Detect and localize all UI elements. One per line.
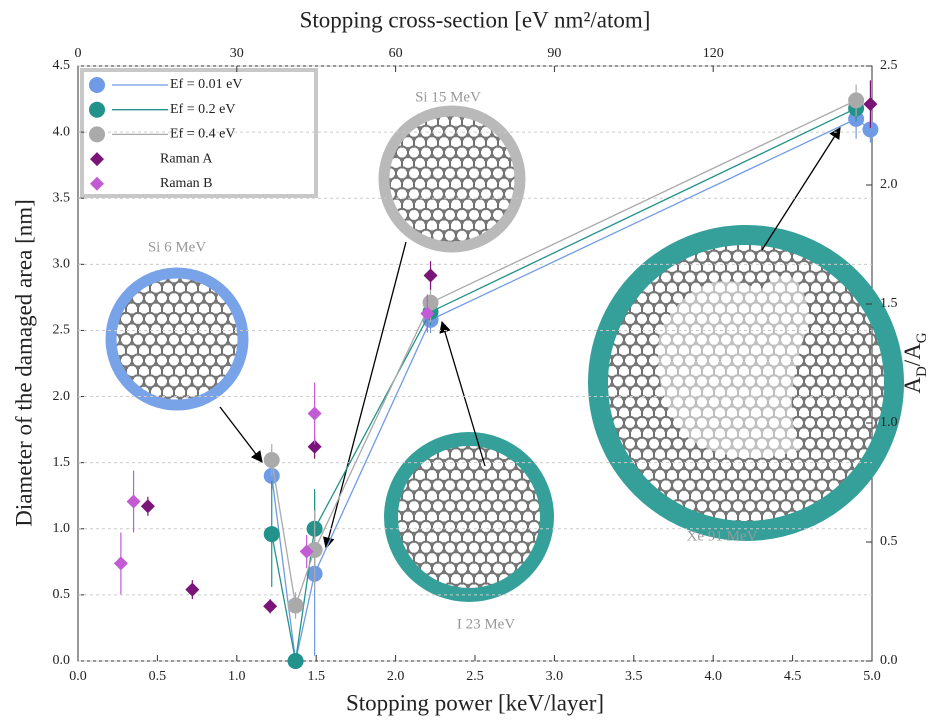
legend-marker xyxy=(90,176,104,191)
y2-axis-label-part: A xyxy=(900,377,925,394)
data-point xyxy=(113,556,128,571)
legend-marker xyxy=(89,77,105,93)
arrow xyxy=(219,406,263,463)
y-tick-label: 4.5 xyxy=(53,58,71,73)
y-tick-label: 0.5 xyxy=(53,587,71,602)
x-tick-label: 5.0 xyxy=(863,669,881,684)
x-tick-label: 2.5 xyxy=(466,669,484,684)
x-axis-label: Stopping power [keV/layer] xyxy=(346,690,604,715)
x-tick-label: 4.0 xyxy=(704,669,722,684)
y-axis-label: Diameter of the damaged area [nm] xyxy=(11,199,36,527)
y2-tick-label: 2.5 xyxy=(880,58,898,73)
legend-label: Ef = 0.2 eV xyxy=(170,102,235,117)
data-point xyxy=(420,306,435,321)
y-tick-label: 3.0 xyxy=(53,257,71,272)
x-tick-label: 1.5 xyxy=(307,669,325,684)
legend-label: Raman B xyxy=(160,176,213,191)
data-point xyxy=(423,268,438,283)
data-point xyxy=(299,544,314,559)
data-point xyxy=(848,92,865,109)
inset-image xyxy=(378,105,526,253)
y-tick-label: 2.5 xyxy=(53,323,71,338)
arrow xyxy=(761,127,841,251)
y2-tick-label: 0.5 xyxy=(880,534,898,549)
legend-marker xyxy=(89,126,105,143)
annotation: Si 15 MeV xyxy=(415,89,481,105)
y2-axis-label-part: /A xyxy=(900,343,925,366)
x-tick-label: 3.5 xyxy=(625,669,643,684)
data-point xyxy=(126,494,141,509)
data-point xyxy=(185,582,200,597)
data-point xyxy=(307,406,322,421)
legend-label: Ef = 0.01 eV xyxy=(170,77,242,92)
annotation: I 23 MeV xyxy=(457,616,515,632)
data-point xyxy=(862,121,879,138)
data-point xyxy=(287,653,304,669)
x-tick-label: 2.0 xyxy=(387,669,405,684)
x-tick-label: 3.0 xyxy=(546,669,564,684)
arrow xyxy=(439,320,486,467)
x2-tick-label: 120 xyxy=(703,46,724,61)
data-point xyxy=(263,526,280,543)
x2-tick-label: 0 xyxy=(75,46,82,61)
y-tick-label: 3.5 xyxy=(53,190,71,205)
insets xyxy=(105,105,904,602)
y2-axis-label-part: D xyxy=(914,366,930,377)
damage-region xyxy=(658,275,810,458)
x-tick-label: 0.5 xyxy=(149,669,167,684)
x2-axis-label: Stopping cross-section [eV nm²/atom] xyxy=(300,7,651,32)
data-point xyxy=(287,597,304,614)
legend-label: Raman A xyxy=(160,151,213,166)
annotation: Si 6 MeV xyxy=(148,239,207,255)
legend-marker xyxy=(89,101,105,118)
y2-tick-label: 2.0 xyxy=(880,177,898,192)
y-tick-label: 1.5 xyxy=(53,455,71,470)
legend-label: Ef = 0.4 eV xyxy=(170,127,235,142)
x2-tick-label: 30 xyxy=(230,46,244,61)
data-point xyxy=(422,294,439,311)
y2-axis-label-part: G xyxy=(914,332,930,343)
inset-image xyxy=(105,267,249,411)
x-tick-label: 0.0 xyxy=(69,669,87,684)
data-point xyxy=(263,599,278,614)
x-tick-label: 1.0 xyxy=(228,669,246,684)
y2-tick-label: 1.0 xyxy=(880,415,898,430)
y-tick-label: 4.0 xyxy=(53,124,71,139)
x-tick-label: 4.5 xyxy=(784,669,802,684)
y-tick-label: 1.0 xyxy=(53,521,71,536)
data-point xyxy=(863,97,878,112)
annotation: Xe 91 MeV xyxy=(687,528,758,544)
legend-box xyxy=(80,68,318,198)
x2-tick-label: 60 xyxy=(389,46,403,61)
data-point xyxy=(140,499,155,514)
y2-tick-label: 1.5 xyxy=(880,296,898,311)
data-point xyxy=(307,439,322,454)
x2-tick-label: 90 xyxy=(547,46,561,61)
y-tick-label: 0.0 xyxy=(53,653,71,668)
y2-axis-label: AD/AG xyxy=(900,332,930,393)
data-point xyxy=(263,452,280,469)
legend-marker xyxy=(90,152,104,167)
y-tick-label: 2.0 xyxy=(53,389,71,404)
y2-tick-label: 0.0 xyxy=(880,653,898,668)
